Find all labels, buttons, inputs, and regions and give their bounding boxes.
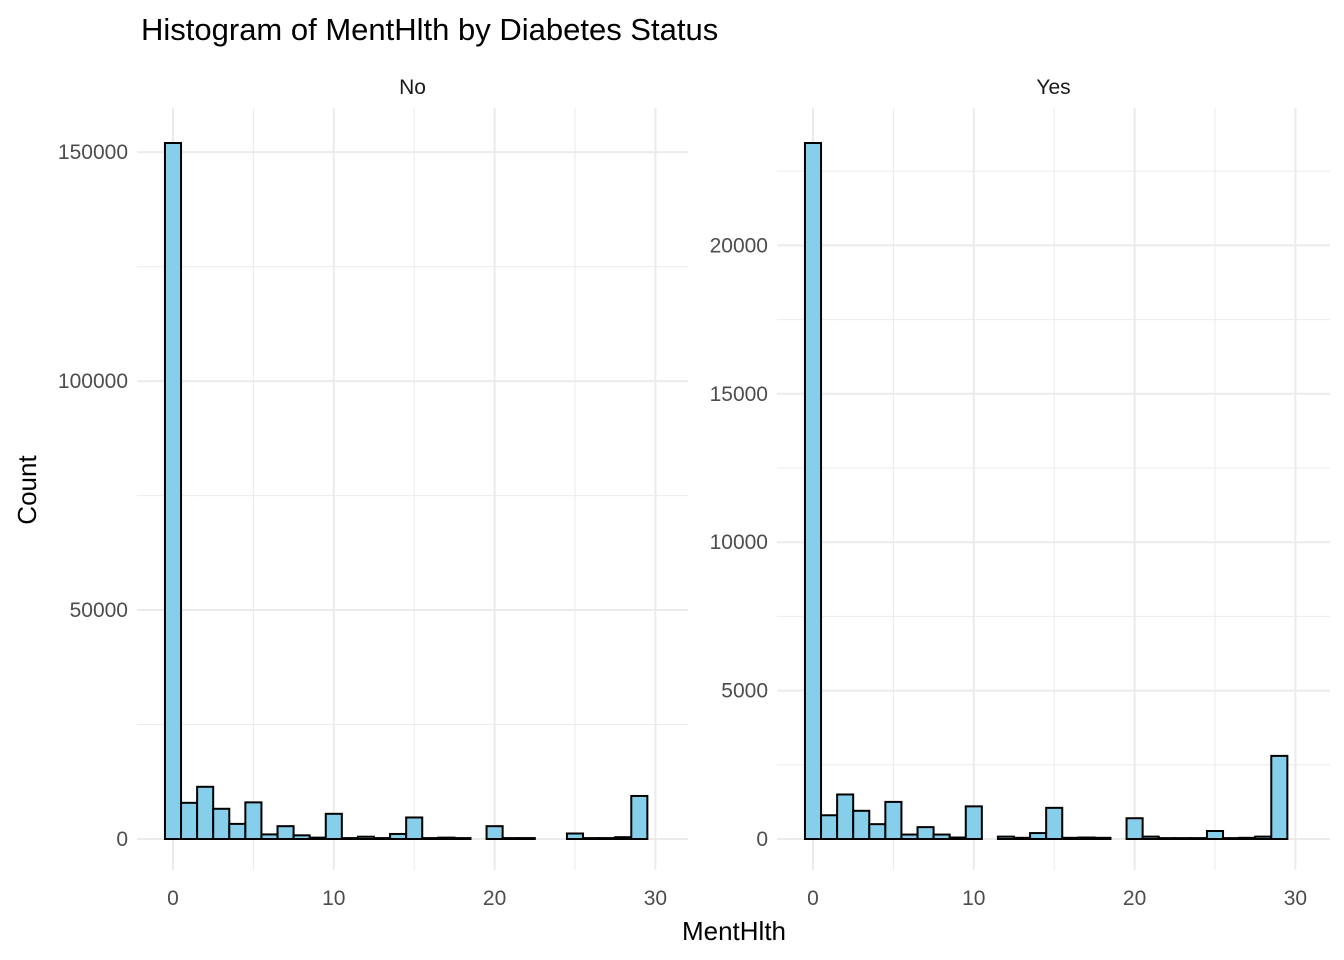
histogram-bar [948, 836, 967, 840]
histogram-bar [260, 833, 279, 841]
histogram-bar [1045, 806, 1064, 840]
x-axis-label: MentHlth [682, 916, 786, 946]
histogram-bar [453, 837, 472, 841]
histogram-bar [405, 816, 424, 840]
histogram-bar [836, 793, 855, 840]
histogram-bar [421, 837, 440, 841]
histogram-bar [1061, 836, 1080, 841]
x-tick-label: 10 [962, 887, 985, 910]
histogram-bar [180, 801, 199, 840]
histogram-bar [996, 835, 1015, 841]
facet-label: Yes [1036, 76, 1070, 99]
histogram-bar [598, 837, 617, 841]
x-tick-label: 0 [807, 887, 819, 910]
histogram-bar [852, 809, 871, 840]
histogram-bar [964, 805, 983, 840]
y-tick-label: 15000 [710, 383, 768, 406]
histogram-bar [1141, 835, 1160, 841]
histogram-bar [1093, 836, 1112, 841]
histogram-bar [244, 801, 263, 840]
y-tick-label: 50000 [70, 599, 128, 622]
histogram-bar [1077, 836, 1096, 840]
histogram-bar [884, 800, 903, 840]
x-tick-label: 10 [322, 887, 345, 910]
histogram-bar [485, 825, 504, 841]
y-tick-label: 0 [756, 828, 768, 851]
x-tick-label: 0 [167, 887, 179, 910]
facet-panel-yes: 0 5000 10000 15000 20000 0 10 20 30 Yes [710, 76, 1330, 910]
y-tick-label: 10000 [710, 531, 768, 554]
histogram-bar [900, 833, 919, 840]
histogram-bar [1205, 829, 1225, 840]
histogram-bar [324, 812, 343, 841]
x-tick-label: 20 [1123, 887, 1146, 910]
histogram-bar [437, 836, 456, 841]
histogram-bar [582, 837, 601, 841]
histogram-bar [389, 832, 408, 840]
histogram-bar [1157, 837, 1176, 841]
y-axis-label: Count [12, 455, 42, 525]
y-tick-label: 100000 [58, 370, 128, 393]
x-tick-label: 30 [644, 887, 667, 910]
histogram-bar [196, 785, 215, 840]
histogram-bar [1013, 836, 1032, 841]
facet-panel-no: 0 50000 100000 150000 0 10 20 30 No [58, 76, 688, 910]
x-tick-label: 20 [483, 887, 506, 910]
facet-label: No [399, 76, 426, 99]
histogram-bar [1238, 836, 1257, 841]
y-tick-label: 20000 [710, 234, 768, 257]
histogram-bar [820, 814, 839, 840]
histogram-bar [212, 807, 231, 840]
histogram-bar [1222, 837, 1241, 841]
y-tick-label: 150000 [58, 141, 128, 164]
histogram-bar [1270, 754, 1289, 840]
histogram-bar [517, 837, 536, 841]
histogram-bar [292, 834, 311, 841]
histogram-bar [228, 822, 247, 840]
histogram-bar [614, 836, 633, 840]
histogram-bar [1254, 835, 1273, 841]
histogram-bar [163, 142, 183, 840]
histogram-bar [501, 837, 520, 841]
histogram-bar [932, 833, 951, 840]
histogram-bar [308, 836, 327, 841]
histogram-bar [340, 837, 359, 841]
histogram-bar [803, 142, 823, 840]
histogram-bar [916, 826, 935, 840]
histogram-bar [1125, 817, 1144, 840]
chart-title: Histogram of MentHlth by Diabetes Status [141, 12, 718, 47]
histogram-bar [373, 837, 392, 841]
histogram-bar [1029, 832, 1048, 840]
histogram-bar [630, 794, 649, 840]
histogram-bar [565, 832, 585, 840]
histogram-bar [276, 825, 295, 841]
histogram-bar [868, 823, 887, 840]
histogram-bar [1173, 837, 1192, 841]
histogram-bar [356, 835, 376, 840]
y-tick-label: 0 [116, 828, 128, 851]
histogram-bar [1189, 837, 1208, 841]
y-tick-label: 5000 [721, 680, 768, 703]
x-tick-label: 30 [1284, 887, 1307, 910]
